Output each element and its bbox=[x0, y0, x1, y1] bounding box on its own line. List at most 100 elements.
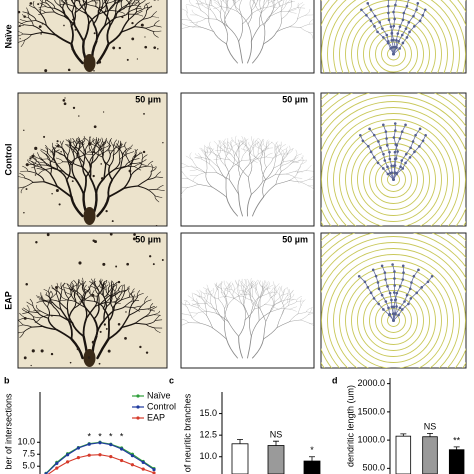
sholl-point bbox=[373, 25, 376, 28]
dendrite bbox=[27, 159, 34, 165]
dendrite bbox=[74, 0, 79, 2]
dendrite bbox=[194, 157, 202, 159]
dendrite bbox=[107, 187, 125, 198]
series-point bbox=[87, 442, 91, 446]
dendrite bbox=[133, 307, 140, 312]
dendrite bbox=[209, 163, 218, 173]
series-line bbox=[45, 441, 155, 474]
dendrite bbox=[275, 171, 282, 185]
dendrite bbox=[104, 288, 109, 298]
dendrite bbox=[79, 296, 87, 301]
dendrite bbox=[225, 179, 227, 198]
dendrite bbox=[36, 168, 45, 171]
dendrite bbox=[297, 3, 301, 11]
sholl-point bbox=[400, 33, 404, 37]
dendrite bbox=[205, 289, 211, 295]
dendrite bbox=[28, 4, 36, 9]
speck bbox=[117, 322, 121, 326]
dendrite bbox=[192, 303, 200, 306]
speck bbox=[44, 69, 48, 73]
sholl-point bbox=[393, 17, 396, 21]
panel-content bbox=[181, 135, 314, 217]
dendrite bbox=[83, 293, 86, 306]
sholl-ring bbox=[369, 29, 418, 73]
dendrite bbox=[232, 155, 235, 168]
dendrite bbox=[201, 291, 206, 299]
dendrite bbox=[111, 291, 120, 298]
dendrite bbox=[276, 286, 280, 293]
dendrite bbox=[70, 42, 84, 65]
dendrite bbox=[289, 160, 299, 165]
dendrite bbox=[297, 170, 307, 173]
dendrite bbox=[208, 18, 215, 33]
dendrite bbox=[205, 162, 208, 175]
dendrite bbox=[253, 140, 257, 148]
sholl-point bbox=[360, 8, 363, 12]
dendrite bbox=[289, 7, 298, 11]
dendrite bbox=[211, 303, 218, 314]
sholl-point bbox=[377, 140, 380, 143]
dendrite bbox=[244, 144, 249, 151]
dendrite bbox=[104, 301, 114, 304]
dendrite bbox=[139, 159, 147, 164]
dendrite bbox=[226, 147, 233, 155]
dendrite bbox=[153, 31, 159, 38]
dendrite bbox=[308, 32, 313, 39]
dendrite bbox=[266, 141, 273, 148]
speck bbox=[38, 25, 42, 29]
dendrite bbox=[181, 23, 190, 27]
dendrite bbox=[40, 157, 46, 164]
dendrite bbox=[109, 146, 117, 155]
dendrite bbox=[70, 294, 77, 303]
dendrite bbox=[63, 282, 66, 291]
sholl-ring bbox=[381, 41, 406, 67]
dendrite bbox=[273, 281, 275, 289]
dendrite bbox=[129, 0, 133, 4]
speck bbox=[142, 150, 146, 154]
speck bbox=[105, 209, 108, 213]
sholl-point bbox=[390, 305, 394, 309]
dendrite bbox=[218, 298, 225, 309]
dendrite bbox=[260, 288, 264, 298]
dendrite bbox=[146, 5, 152, 12]
dendrite bbox=[149, 303, 154, 311]
speck bbox=[115, 265, 118, 268]
dendrite bbox=[196, 169, 206, 173]
speck bbox=[91, 340, 95, 344]
dendrite bbox=[199, 305, 207, 312]
dendrite bbox=[239, 291, 245, 297]
dendrite bbox=[69, 287, 72, 295]
dendrite bbox=[297, 311, 307, 315]
dendrite bbox=[249, 143, 254, 153]
dendrite bbox=[270, 141, 276, 149]
sholl-point bbox=[413, 150, 416, 154]
speck bbox=[140, 23, 144, 27]
dendrite bbox=[23, 24, 34, 27]
dendrite bbox=[126, 151, 135, 155]
dendrite bbox=[265, 142, 270, 150]
dendrite bbox=[76, 147, 85, 155]
dendrite bbox=[224, 152, 230, 161]
dendrite bbox=[181, 177, 189, 179]
dendrite bbox=[121, 314, 130, 329]
dendrite bbox=[147, 306, 155, 310]
dendrite bbox=[107, 320, 110, 340]
dendrite bbox=[210, 0, 213, 6]
dendrite bbox=[138, 165, 149, 169]
dendrite bbox=[93, 304, 100, 320]
sholl-point bbox=[401, 18, 405, 22]
dendrite bbox=[45, 144, 48, 153]
sholl-point bbox=[388, 157, 392, 161]
bar bbox=[303, 460, 321, 474]
dendrite bbox=[266, 284, 274, 289]
dendrite bbox=[250, 320, 260, 337]
sholl-ring bbox=[375, 161, 412, 198]
dendrite bbox=[251, 287, 253, 297]
dendrite bbox=[280, 302, 288, 309]
sholl-point bbox=[404, 27, 408, 30]
dendrite bbox=[118, 284, 123, 292]
dendrite bbox=[83, 1, 86, 14]
dendrite bbox=[134, 8, 142, 10]
sholl-point bbox=[421, 139, 425, 143]
speck bbox=[18, 10, 21, 14]
